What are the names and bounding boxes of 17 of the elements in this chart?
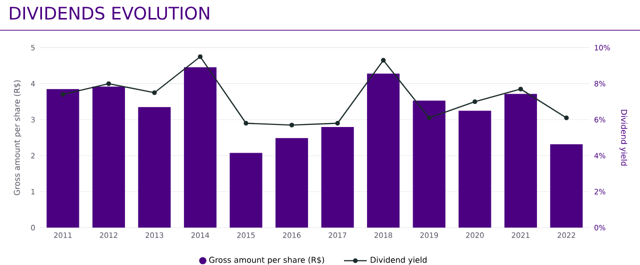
point <box>152 90 157 96</box>
y-axis-title: Gross amount per share (R$) <box>14 80 22 196</box>
y2-axis-title: Dividend yield <box>619 110 628 166</box>
point <box>198 54 203 59</box>
point <box>335 120 340 126</box>
point <box>60 92 66 97</box>
point <box>244 120 248 126</box>
chart-title: DIVIDENDS EVOLUTION <box>10 6 210 20</box>
legend-label: Dividend yield <box>370 256 426 264</box>
point <box>564 116 569 120</box>
point <box>106 81 112 86</box>
legend-label: Gross amount per share (R$) <box>209 256 324 264</box>
point <box>289 122 294 128</box>
point <box>518 86 523 92</box>
point <box>426 116 432 120</box>
point <box>472 99 478 104</box>
point <box>381 58 386 63</box>
